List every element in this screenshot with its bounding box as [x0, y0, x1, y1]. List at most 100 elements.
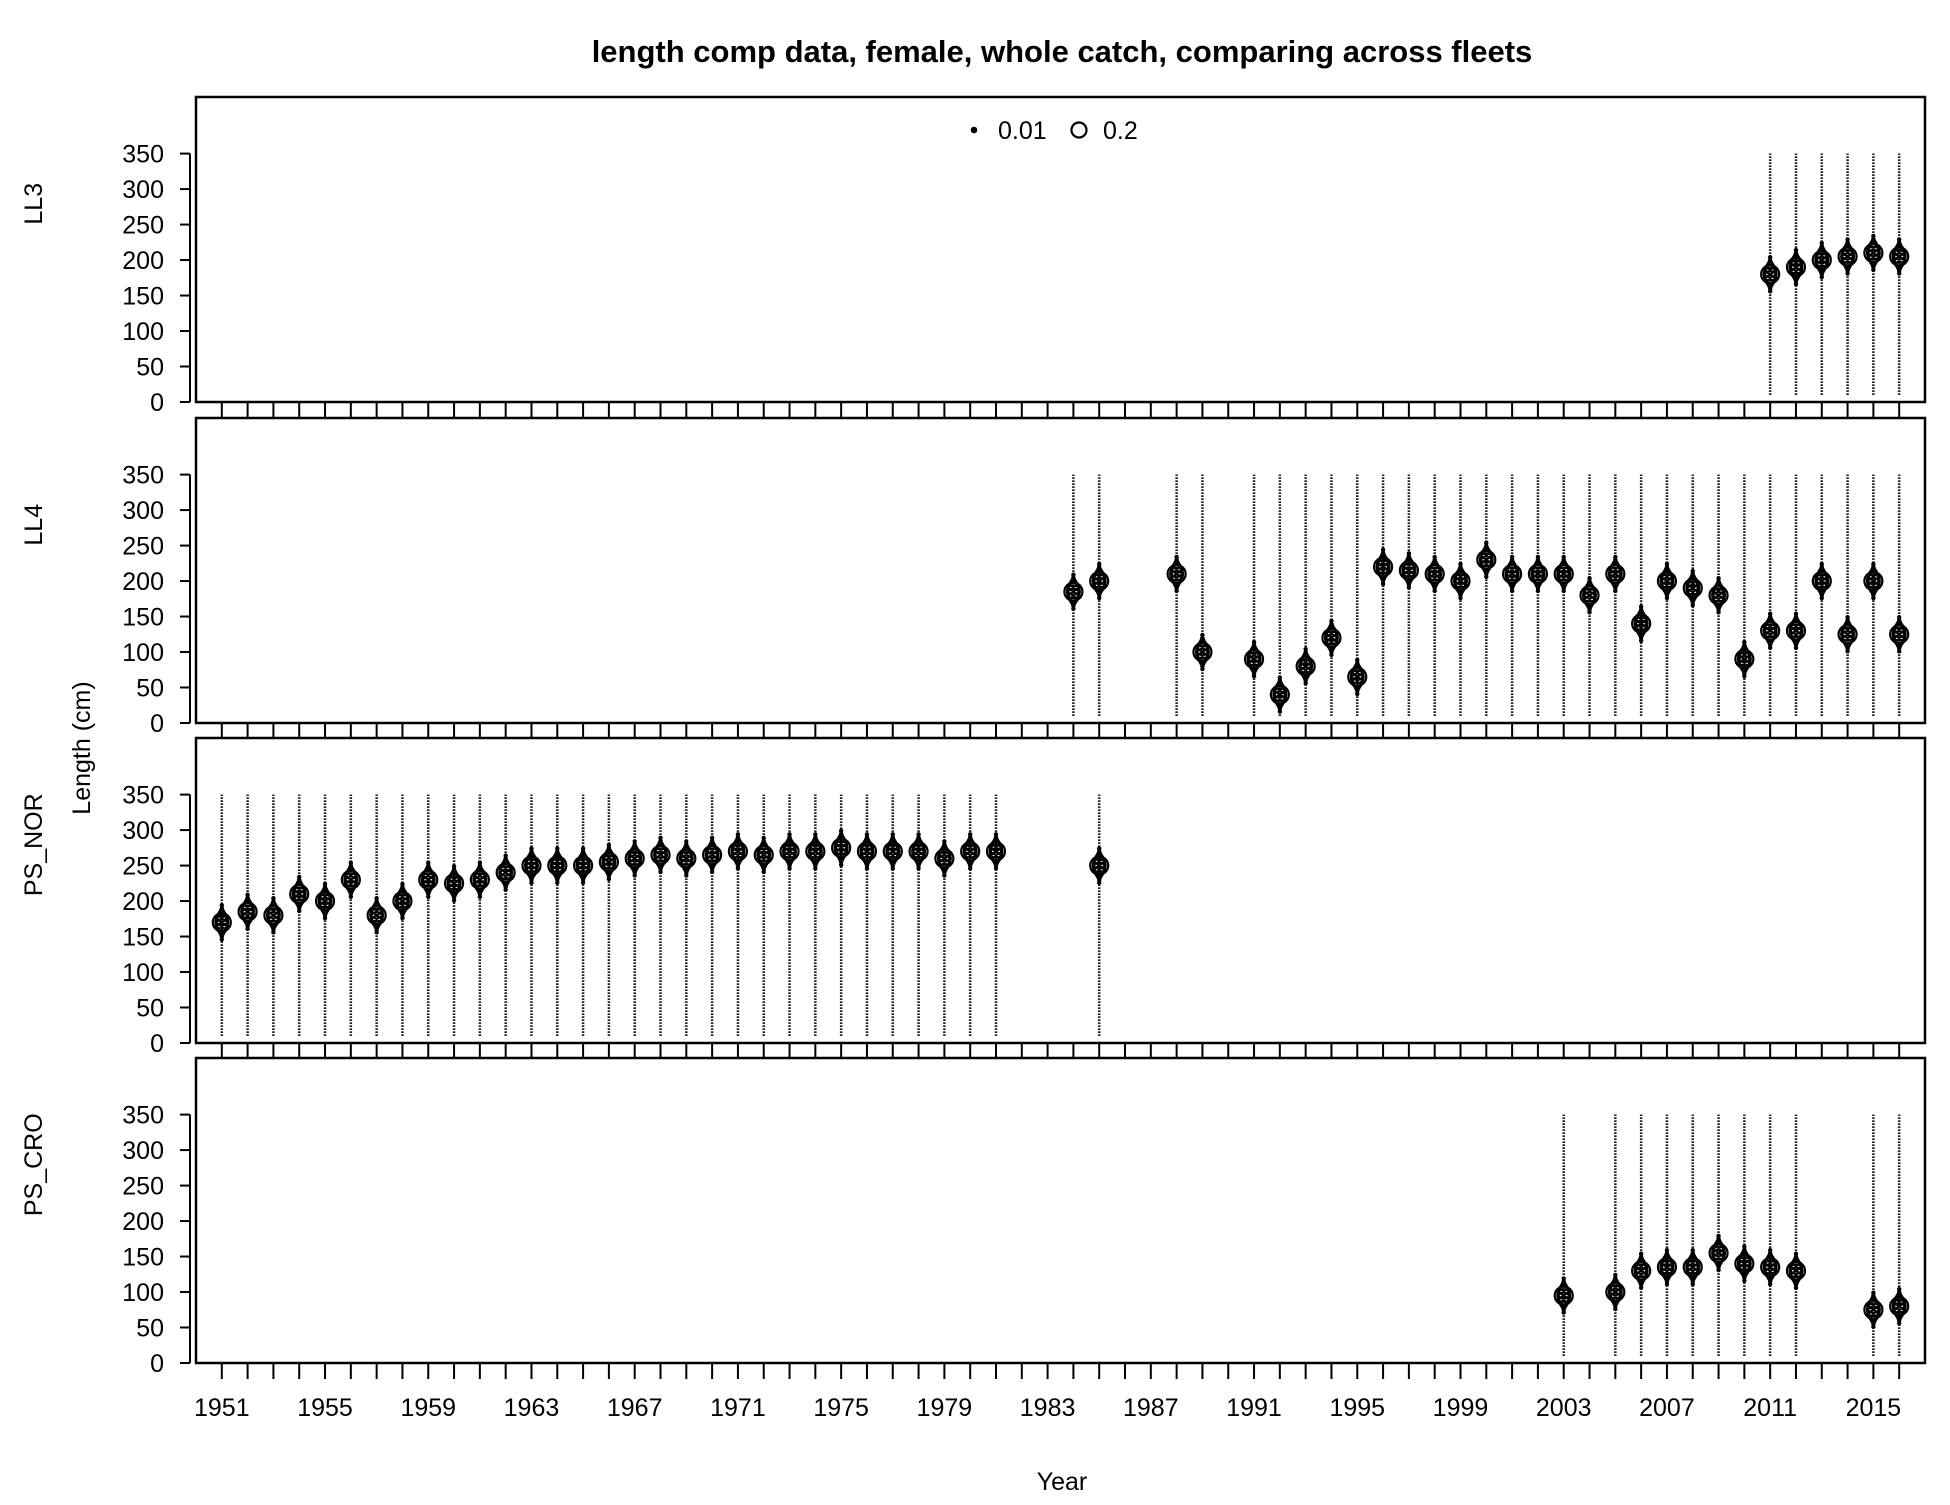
data-bubble: [684, 839, 689, 844]
data-bubble: [678, 850, 694, 866]
x-tick-label: 1955: [297, 1394, 353, 1422]
data-bubble: [859, 843, 875, 859]
data-column: [1166, 474, 1187, 716]
panel-frame: [194, 1056, 1927, 1365]
data-bubble: [782, 843, 798, 859]
data-bubble: [1793, 1251, 1799, 1256]
y-tick-label: 250: [122, 853, 164, 881]
data-bubble: [297, 874, 302, 880]
data-bubble-mode: [1785, 620, 1807, 641]
data-bubble: [1635, 1259, 1648, 1271]
data-bubble: [942, 839, 947, 844]
data-bubble: [1535, 554, 1541, 560]
data-bubble: [1638, 1251, 1644, 1256]
data-column: [985, 794, 1007, 1036]
data-bubble: [267, 903, 280, 916]
data-bubble: [1819, 240, 1824, 246]
data-bubble: [1633, 616, 1649, 632]
data-bubble: [477, 860, 483, 865]
data-bubble: [1661, 569, 1673, 582]
data-bubble: [1896, 615, 1902, 620]
data-bubble-mode: [1760, 620, 1781, 641]
y-tick-label: 250: [122, 212, 164, 240]
data-bubble: [1428, 562, 1441, 575]
data-column: [1321, 474, 1342, 716]
data-bubble-mode: [572, 855, 594, 876]
data-bubble: [1607, 566, 1623, 582]
data-column: [366, 794, 387, 1036]
data-bubble: [293, 882, 306, 895]
data-bubble: [1867, 569, 1880, 582]
data-bubble: [400, 881, 405, 887]
panel-frame: [194, 416, 1927, 725]
data-bubble: [938, 846, 951, 859]
data-bubble: [1814, 573, 1830, 589]
data-bubble-mode: [340, 869, 361, 890]
y-tick-label: 300: [122, 497, 164, 525]
data-bubble: [1891, 626, 1907, 642]
data-bubble-mode: [702, 844, 723, 866]
data-bubble-mode: [547, 855, 568, 876]
data-bubble: [1557, 562, 1570, 575]
data-column: [702, 794, 723, 1036]
data-bubble: [499, 861, 512, 873]
data-bubble: [1480, 548, 1493, 560]
y-tick-label: 250: [122, 1173, 164, 1201]
data-bubble-mode: [934, 848, 955, 869]
data-column: [650, 794, 671, 1036]
data-column: [1785, 1114, 1807, 1356]
data-column: [572, 794, 594, 1036]
data-bubble: [1871, 233, 1876, 239]
data-column: [1631, 474, 1652, 716]
data-bubble-mode: [1579, 585, 1600, 606]
data-bubble-mode: [1889, 246, 1910, 267]
data-bubble: [446, 875, 462, 891]
data-column: [1269, 474, 1290, 716]
data-bubble: [1871, 1290, 1876, 1295]
data-column: [314, 794, 336, 1036]
y-tick-label: 300: [122, 176, 164, 204]
data-bubble-mode: [521, 855, 542, 876]
x-tick-label: 1975: [813, 1394, 869, 1422]
data-bubble-mode: [392, 890, 413, 912]
data-bubble-mode: [1372, 556, 1394, 577]
data-bubble: [498, 865, 514, 881]
data-bubble-mode: [1631, 1260, 1652, 1281]
data-bubble: [1504, 566, 1520, 582]
data-column: [805, 794, 826, 1036]
y-tick-label: 200: [122, 888, 164, 916]
data-column: [263, 794, 284, 1036]
data-bubble: [448, 871, 460, 884]
data-bubble: [1065, 584, 1081, 600]
data-bubble: [1613, 1272, 1618, 1278]
data-bubble: [580, 846, 586, 851]
data-bubble: [1686, 1255, 1699, 1268]
data-bubble: [757, 843, 770, 856]
y-tick-label: 100: [122, 1279, 164, 1307]
data-bubble: [343, 872, 359, 888]
data-bubble: [1664, 561, 1670, 567]
data-bubble: [1613, 554, 1618, 560]
data-bubble: [1659, 573, 1675, 589]
data-bubble: [291, 886, 307, 902]
data-column: [1089, 794, 1110, 1036]
data-bubble: [1506, 562, 1518, 575]
y-tick-label: 50: [136, 675, 164, 703]
data-bubble: [1767, 1247, 1773, 1253]
data-bubble: [601, 854, 617, 870]
data-bubble-mode: [1476, 549, 1497, 570]
data-bubble: [370, 903, 383, 916]
data-column: [1243, 474, 1265, 716]
data-bubble-mode: [1553, 563, 1574, 585]
data-bubble: [348, 860, 354, 865]
data-bubble: [835, 836, 848, 849]
x-tick-label: 2007: [1639, 1394, 1695, 1422]
data-bubble-mode: [1295, 656, 1316, 677]
data-bubble: [1401, 562, 1417, 578]
data-bubble: [1840, 249, 1856, 264]
data-column: [882, 794, 903, 1036]
panel-frame: [194, 95, 1927, 404]
data-bubble-mode: [1837, 246, 1858, 267]
data-bubble: [1093, 569, 1106, 582]
